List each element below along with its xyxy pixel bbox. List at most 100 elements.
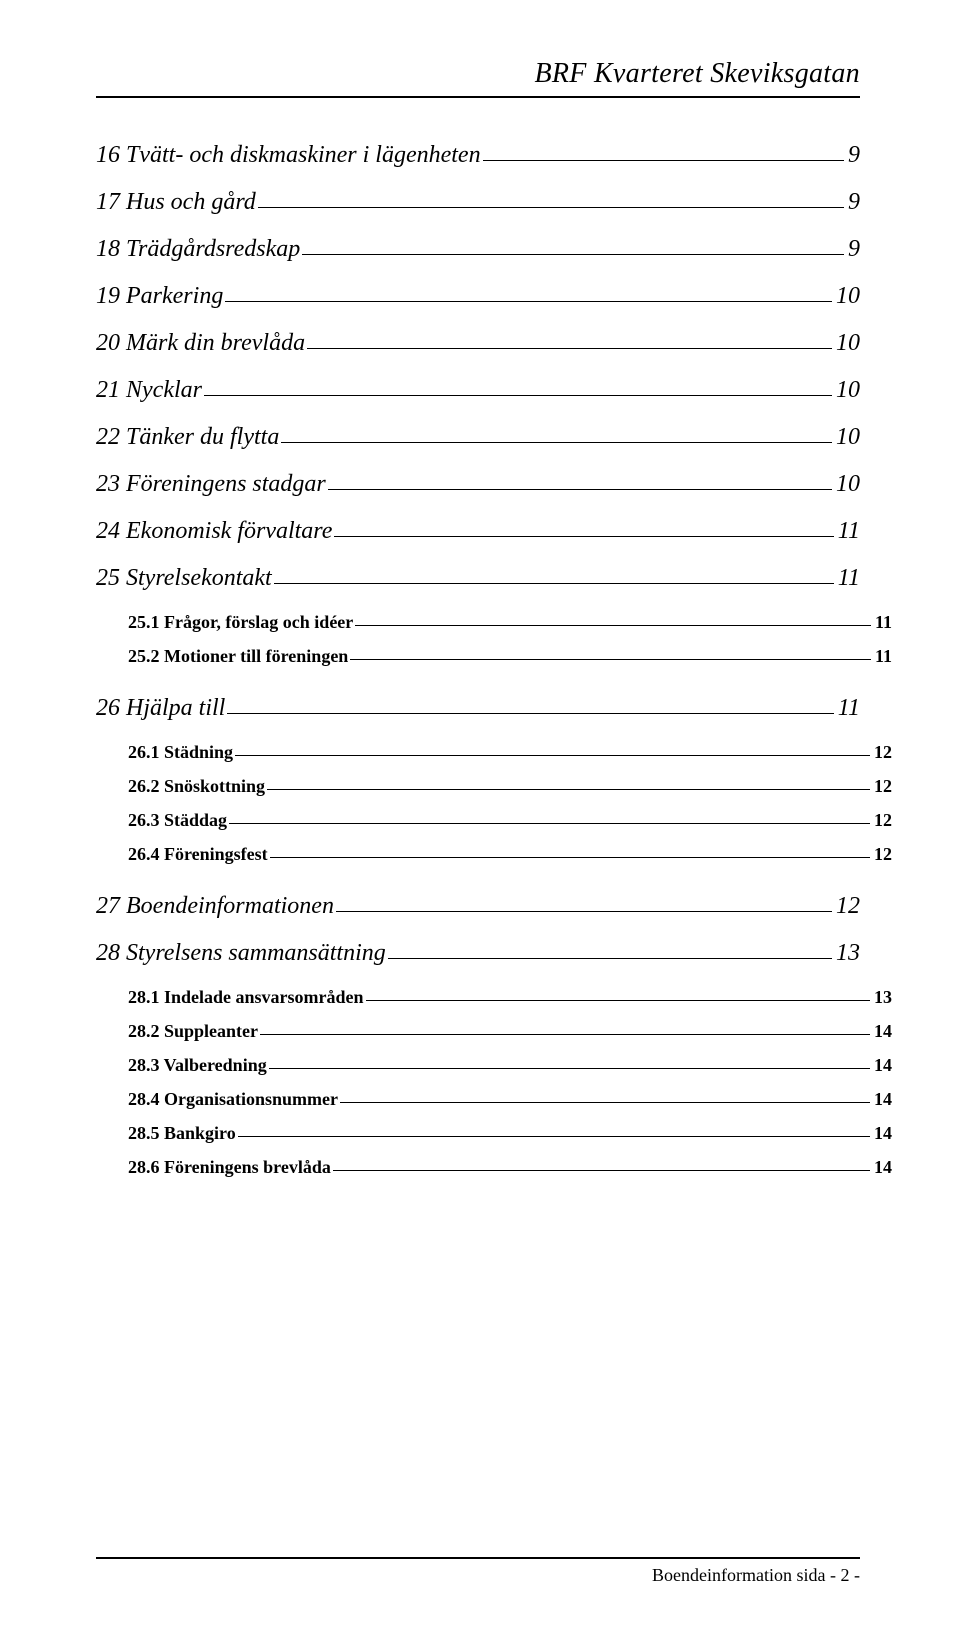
toc-page-number: 12 <box>874 776 892 797</box>
toc-row: 25.2 Motioner till föreningen 11 <box>128 646 892 667</box>
toc-row: 28.6 Föreningens brevlåda 14 <box>128 1157 892 1178</box>
toc-leader-line <box>333 1170 870 1171</box>
toc-page-number: 11 <box>838 695 860 722</box>
toc-leader-line <box>235 755 870 756</box>
toc-row: 22 Tänker du flytta 10 <box>96 424 860 451</box>
toc-page-number: 11 <box>875 646 892 667</box>
toc-row: 16 Tvätt- och diskmaskiner i lägenheten 9 <box>96 142 860 169</box>
toc-row: 19 Parkering 10 <box>96 283 860 310</box>
toc-label: 28.2 Suppleanter <box>128 1021 258 1042</box>
toc-leader-line <box>307 348 832 349</box>
toc-label: 25.1 Frågor, förslag och idéer <box>128 612 353 633</box>
toc-label: 28.5 Bankgiro <box>128 1123 236 1144</box>
toc-page-number: 13 <box>874 987 892 1008</box>
toc-row: 17 Hus och gård 9 <box>96 189 860 216</box>
toc-label: 25 Styrelsekontakt <box>96 565 272 592</box>
toc-row: 26.2 Snöskottning 12 <box>128 776 892 797</box>
toc-label: 20 Märk din brevlåda <box>96 330 305 357</box>
toc-leader-line <box>229 823 870 824</box>
toc-leader-line <box>258 207 844 208</box>
toc-row: 26.3 Städdag 12 <box>128 810 892 831</box>
toc-leader-line <box>281 442 832 443</box>
toc-page-number: 10 <box>836 471 860 498</box>
toc-page-number: 14 <box>874 1055 892 1076</box>
toc-label: 19 Parkering <box>96 283 223 310</box>
toc-row: 18 Trädgårdsredskap 9 <box>96 236 860 263</box>
toc-leader-line <box>238 1136 870 1137</box>
toc-label: 23 Föreningens stadgar <box>96 471 326 498</box>
toc-label: 28.1 Indelade ansvarsområden <box>128 987 364 1008</box>
toc-label: 18 Trädgårdsredskap <box>96 236 300 263</box>
toc-row: 28.1 Indelade ansvarsområden 13 <box>128 987 892 1008</box>
toc-leader-line <box>274 583 834 584</box>
toc-page-number: 14 <box>874 1123 892 1144</box>
toc-leader-line <box>269 1068 870 1069</box>
toc-label: 26.2 Snöskottning <box>128 776 265 797</box>
toc-label: 17 Hus och gård <box>96 189 256 216</box>
toc-leader-line <box>225 301 832 302</box>
toc-leader-line <box>302 254 844 255</box>
toc-page-number: 10 <box>836 424 860 451</box>
toc-leader-line <box>336 911 832 912</box>
toc-row: 26.4 Föreningsfest 12 <box>128 844 892 865</box>
toc-row: 28.4 Organisationsnummer14 <box>128 1089 892 1110</box>
toc-leader-line <box>270 857 870 858</box>
document-page: BRF Kvarteret Skeviksgatan 16 Tvätt- och… <box>0 0 960 1642</box>
toc-label: 16 Tvätt- och diskmaskiner i lägenheten <box>96 142 481 169</box>
footer-text: Boendeinformation sida - 2 - <box>96 1557 860 1586</box>
toc-leader-line <box>260 1034 870 1035</box>
toc-leader-line <box>334 536 833 537</box>
toc-label: 24 Ekonomisk förvaltare <box>96 518 332 545</box>
toc-page-number: 9 <box>848 236 860 263</box>
toc-label: 28.6 Föreningens brevlåda <box>128 1157 331 1178</box>
toc-leader-line <box>350 659 871 660</box>
toc-row: 28.3 Valberedning 14 <box>128 1055 892 1076</box>
toc-row: 24 Ekonomisk förvaltare 11 <box>96 518 860 545</box>
toc-leader-line <box>388 958 832 959</box>
toc-label: 26.3 Städdag <box>128 810 227 831</box>
toc-row: 28.5 Bankgiro 14 <box>128 1123 892 1144</box>
toc-page-number: 12 <box>874 844 892 865</box>
toc-label: 26.4 Föreningsfest <box>128 844 268 865</box>
toc-page-number: 14 <box>874 1021 892 1042</box>
toc-leader-line <box>340 1102 870 1103</box>
table-of-contents: 16 Tvätt- och diskmaskiner i lägenheten 9… <box>96 142 860 1178</box>
toc-leader-line <box>328 489 832 490</box>
toc-row: 27 Boendeinformationen 12 <box>96 893 860 920</box>
toc-leader-line <box>355 625 871 626</box>
toc-page-number: 11 <box>875 612 892 633</box>
toc-row: 21 Nycklar 10 <box>96 377 860 404</box>
toc-page-number: 12 <box>874 742 892 763</box>
toc-leader-line <box>483 160 844 161</box>
toc-row: 20 Märk din brevlåda10 <box>96 330 860 357</box>
toc-row: 26 Hjälpa till 11 <box>96 695 860 722</box>
toc-label: 26 Hjälpa till <box>96 695 225 722</box>
toc-label: 25.2 Motioner till föreningen <box>128 646 348 667</box>
toc-page-number: 10 <box>836 283 860 310</box>
toc-label: 21 Nycklar <box>96 377 202 404</box>
toc-page-number: 14 <box>874 1157 892 1178</box>
toc-row: 25 Styrelsekontakt 11 <box>96 565 860 592</box>
toc-label: 22 Tänker du flytta <box>96 424 279 451</box>
toc-page-number: 9 <box>848 189 860 216</box>
toc-page-number: 12 <box>874 810 892 831</box>
toc-leader-line <box>267 789 870 790</box>
toc-page-number: 10 <box>836 377 860 404</box>
toc-page-number: 11 <box>838 565 860 592</box>
toc-page-number: 11 <box>838 518 860 545</box>
toc-page-number: 13 <box>836 940 860 967</box>
toc-row: 28.2 Suppleanter 14 <box>128 1021 892 1042</box>
toc-page-number: 14 <box>874 1089 892 1110</box>
toc-row: 23 Föreningens stadgar 10 <box>96 471 860 498</box>
toc-leader-line <box>366 1000 870 1001</box>
toc-label: 26.1 Städning <box>128 742 233 763</box>
toc-leader-line <box>204 395 832 396</box>
toc-row: 26.1 Städning 12 <box>128 742 892 763</box>
toc-page-number: 9 <box>848 142 860 169</box>
toc-leader-line <box>227 713 833 714</box>
toc-label: 28 Styrelsens sammansättning <box>96 940 386 967</box>
toc-label: 28.3 Valberedning <box>128 1055 267 1076</box>
toc-label: 27 Boendeinformationen <box>96 893 334 920</box>
toc-row: 25.1 Frågor, förslag och idéer 11 <box>128 612 892 633</box>
toc-page-number: 12 <box>836 893 860 920</box>
